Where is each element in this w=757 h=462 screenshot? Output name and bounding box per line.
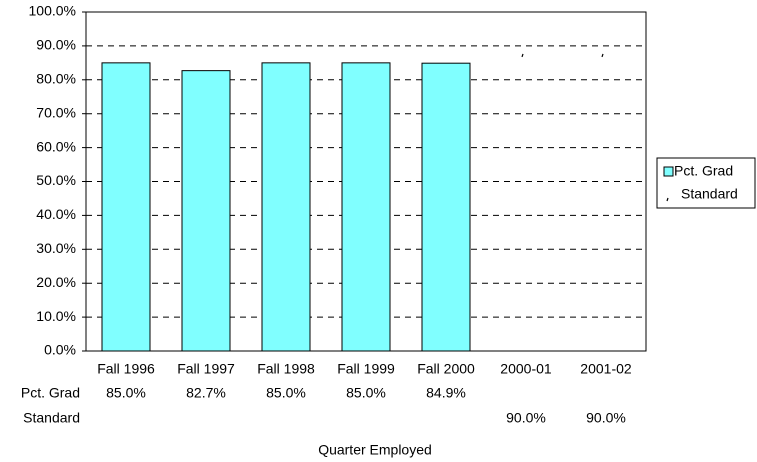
table-value: 85.0% [106,385,146,401]
x-tick-label: Fall 1997 [177,361,235,377]
table-value: 90.0% [586,410,626,426]
table-value: 85.0% [266,385,306,401]
table-value: 85.0% [346,385,386,401]
y-tick-label: 90.0% [36,37,76,53]
table-value: 84.9% [426,385,466,401]
table-value: 90.0% [506,410,546,426]
y-tick-label: 40.0% [36,206,76,222]
legend-swatch [663,166,674,177]
y-tick-label: 0.0% [44,342,76,358]
y-tick-label: 80.0% [36,71,76,87]
y-tick-label: 30.0% [36,240,76,256]
x-axis-title: Quarter Employed [318,442,432,458]
bar [101,62,151,352]
marker [601,53,604,58]
bar [181,70,231,352]
bar [421,62,471,352]
y-tick-label: 20.0% [36,274,76,290]
table-row-label: Pct. Grad [21,385,80,401]
x-tick-label: 2000-01 [500,361,552,377]
table-row-label: Standard [23,410,80,426]
marker [521,53,524,58]
x-tick-label: Fall 2000 [417,361,475,377]
legend-swatch [666,197,669,202]
y-tick-label: 50.0% [36,172,76,188]
legend-label: Pct. Grad [674,163,733,179]
x-tick-label: Fall 1998 [257,361,315,377]
bar [261,62,311,352]
y-tick-label: 70.0% [36,104,76,120]
legend-label: Standard [681,186,738,202]
bar [341,62,391,352]
x-tick-label: Fall 1999 [337,361,395,377]
y-tick-label: 60.0% [36,138,76,154]
y-tick-label: 100.0% [29,3,76,19]
legend-box [656,157,756,209]
table-value: 82.7% [186,385,226,401]
x-tick-label: Fall 1996 [97,361,155,377]
y-tick-label: 10.0% [36,308,76,324]
x-tick-label: 2001-02 [580,361,632,377]
